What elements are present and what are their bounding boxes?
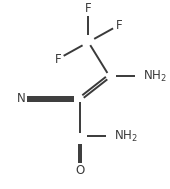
- Text: O: O: [76, 164, 85, 177]
- Text: F: F: [85, 2, 92, 15]
- Text: NH$_2$: NH$_2$: [114, 129, 138, 144]
- Text: F: F: [116, 19, 122, 32]
- Text: N: N: [16, 92, 25, 105]
- Text: NH$_2$: NH$_2$: [143, 68, 167, 84]
- Text: F: F: [55, 53, 61, 66]
